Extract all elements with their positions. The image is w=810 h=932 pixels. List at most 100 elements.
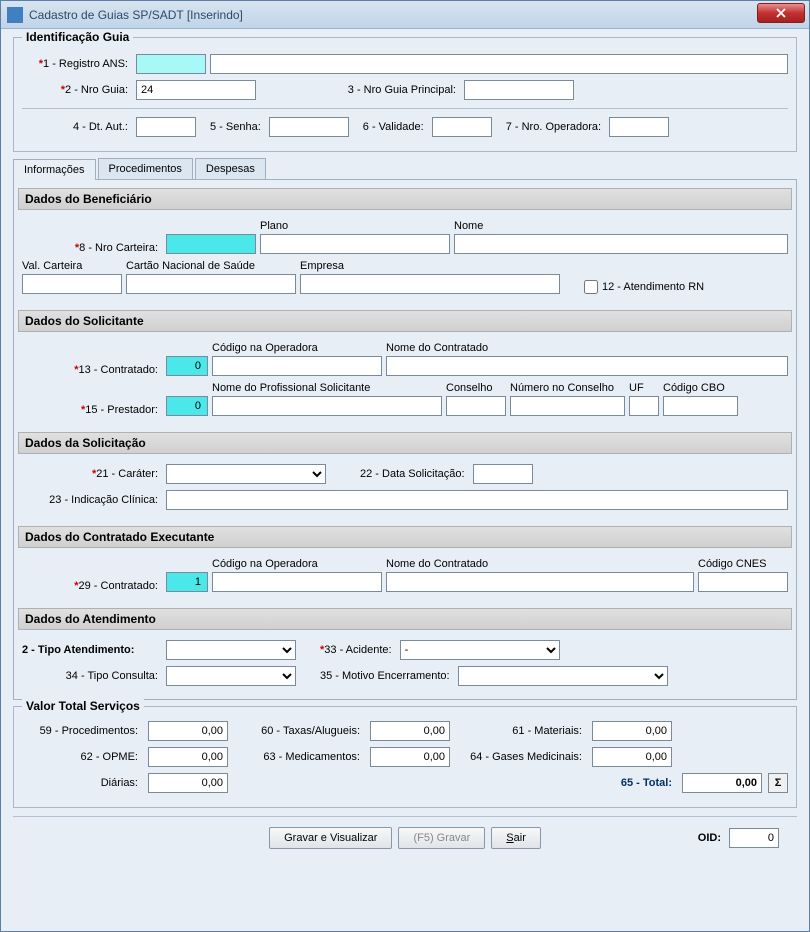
oid-label: OID: [698, 832, 725, 844]
acidente-select[interactable]: - [400, 640, 560, 660]
totals-group: Valor Total Serviços 59 - Procedimentos:… [13, 706, 797, 808]
tab-informacoes[interactable]: Informações [13, 159, 96, 180]
sair-button[interactable]: Sair [491, 827, 541, 849]
nro-guia-input[interactable] [136, 80, 256, 100]
procedimentos-input[interactable] [148, 721, 228, 741]
nome-contratado13-label: Nome do Contratado [386, 342, 788, 354]
contratado13-label: 13 - Contratado: [22, 364, 162, 376]
materiais-label: 61 - Materiais: [456, 725, 586, 737]
plano-input[interactable] [260, 234, 450, 254]
tipo-atendimento-label: 2 - Tipo Atendimento: [22, 644, 162, 656]
opme-input[interactable] [148, 747, 228, 767]
tipo-consulta-select[interactable] [166, 666, 296, 686]
nome-prof-label: Nome do Profissional Solicitante [212, 382, 442, 394]
val-carteira-input[interactable] [22, 274, 122, 294]
cod-cnes-label: Código CNES [698, 558, 788, 570]
registro-ans-label: 1 - Registro ANS: [22, 58, 132, 70]
taxas-input[interactable] [370, 721, 450, 741]
cod-operadora13-input[interactable] [212, 356, 382, 376]
gases-label: 64 - Gases Medicinais: [456, 751, 586, 763]
nome-contratado13-input[interactable] [386, 356, 788, 376]
cod-operadora29-input[interactable] [212, 572, 382, 592]
validade-label: 6 - Validade: [363, 121, 428, 133]
contratado13-input[interactable] [166, 356, 208, 376]
tipo-consulta-label: 34 - Tipo Consulta: [22, 670, 162, 682]
data-solicitacao-label: 22 - Data Solicitação: [360, 468, 469, 480]
nro-guia-principal-input[interactable] [464, 80, 574, 100]
divider-bottom [13, 816, 797, 817]
gravar-button[interactable]: (F5) Gravar [398, 827, 485, 849]
nro-operadora-label: 7 - Nro. Operadora: [506, 121, 605, 133]
nome-input[interactable] [454, 234, 788, 254]
val-carteira-label: Val. Carteira [22, 260, 122, 272]
beneficiario-header: Dados do Beneficiário [18, 188, 792, 210]
cartao-nacional-label: Cartão Nacional de Saúde [126, 260, 296, 272]
sigma-button[interactable]: Σ [768, 773, 788, 793]
prestador15-label: 15 - Prestador: [22, 404, 162, 416]
identificacao-group: Identificação Guia 1 - Registro ANS: 2 -… [13, 37, 797, 152]
acidente-label: 33 - Acidente: [320, 644, 396, 656]
dt-aut-label: 4 - Dt. Aut.: [22, 121, 132, 133]
cod-operadora29-label: Código na Operadora [212, 558, 382, 570]
senha-label: 5 - Senha: [210, 121, 265, 133]
nro-operadora-input[interactable] [609, 117, 669, 137]
uf-input[interactable] [629, 396, 659, 416]
cod-operadora13-label: Código na Operadora [212, 342, 382, 354]
totals-title: Valor Total Serviços [22, 699, 144, 713]
identificacao-title: Identificação Guia [22, 30, 133, 44]
dt-aut-input[interactable] [136, 117, 196, 137]
materiais-input[interactable] [592, 721, 672, 741]
titlebar: Cadastro de Guias SP/SADT [Inserindo] [1, 1, 809, 29]
registro-ans-input[interactable] [136, 54, 206, 74]
procedimentos-label: 59 - Procedimentos: [22, 725, 142, 737]
total-input[interactable] [682, 773, 762, 793]
oid-group: OID: [698, 828, 779, 848]
contratado29-label: 29 - Contratado: [22, 580, 162, 592]
empresa-input[interactable] [300, 274, 560, 294]
motivo-enc-select[interactable] [458, 666, 668, 686]
atendimento-rn-checkbox[interactable] [584, 280, 598, 294]
diarias-input[interactable] [148, 773, 228, 793]
taxas-label: 60 - Taxas/Alugueis: [234, 725, 364, 737]
prestador15-input[interactable] [166, 396, 208, 416]
gases-input[interactable] [592, 747, 672, 767]
senha-input[interactable] [269, 117, 349, 137]
atendimento-rn-label: 12 - Atendimento RN [602, 281, 704, 293]
registro-ans-desc-input[interactable] [210, 54, 788, 74]
contratado29-input[interactable] [166, 572, 208, 592]
motivo-enc-label: 35 - Motivo Encerramento: [320, 670, 454, 682]
solicitante-header: Dados do Solicitante [18, 310, 792, 332]
conselho-input[interactable] [446, 396, 506, 416]
divider-1 [22, 108, 788, 109]
tab-procedimentos[interactable]: Procedimentos [98, 158, 193, 179]
cod-cnes-input[interactable] [698, 572, 788, 592]
indicacao-label: 23 - Indicação Clínica: [22, 494, 162, 506]
validade-input[interactable] [432, 117, 492, 137]
medicamentos-label: 63 - Medicamentos: [234, 751, 364, 763]
nome-contratado29-label: Nome do Contratado [386, 558, 694, 570]
nro-carteira-label: 8 - Nro Carteira: [22, 242, 162, 254]
medicamentos-input[interactable] [370, 747, 450, 767]
nro-guia-label: 2 - Nro Guia: [22, 84, 132, 96]
cod-cbo-label: Código CBO [663, 382, 738, 394]
nome-prof-input[interactable] [212, 396, 442, 416]
nro-carteira-input[interactable] [166, 234, 256, 254]
app-icon [7, 7, 23, 23]
opme-label: 62 - OPME: [22, 751, 142, 763]
oid-input[interactable] [729, 828, 779, 848]
cartao-nacional-input[interactable] [126, 274, 296, 294]
close-button[interactable] [757, 3, 805, 23]
cod-cbo-input[interactable] [663, 396, 738, 416]
data-solicitacao-input[interactable] [473, 464, 533, 484]
nome-contratado29-input[interactable] [386, 572, 694, 592]
window-title: Cadastro de Guias SP/SADT [Inserindo] [29, 8, 803, 22]
tipo-atendimento-select[interactable] [166, 640, 296, 660]
indicacao-input[interactable] [166, 490, 788, 510]
tab-despesas[interactable]: Despesas [195, 158, 266, 179]
app-window: Cadastro de Guias SP/SADT [Inserindo] Id… [0, 0, 810, 932]
nro-guia-principal-label: 3 - Nro Guia Principal: [300, 84, 460, 96]
num-conselho-input[interactable] [510, 396, 625, 416]
carater-select[interactable] [166, 464, 326, 484]
gravar-visualizar-button[interactable]: Gravar e Visualizar [269, 827, 392, 849]
atendimento-rn-checkbox-wrap[interactable]: 12 - Atendimento RN [584, 280, 704, 294]
